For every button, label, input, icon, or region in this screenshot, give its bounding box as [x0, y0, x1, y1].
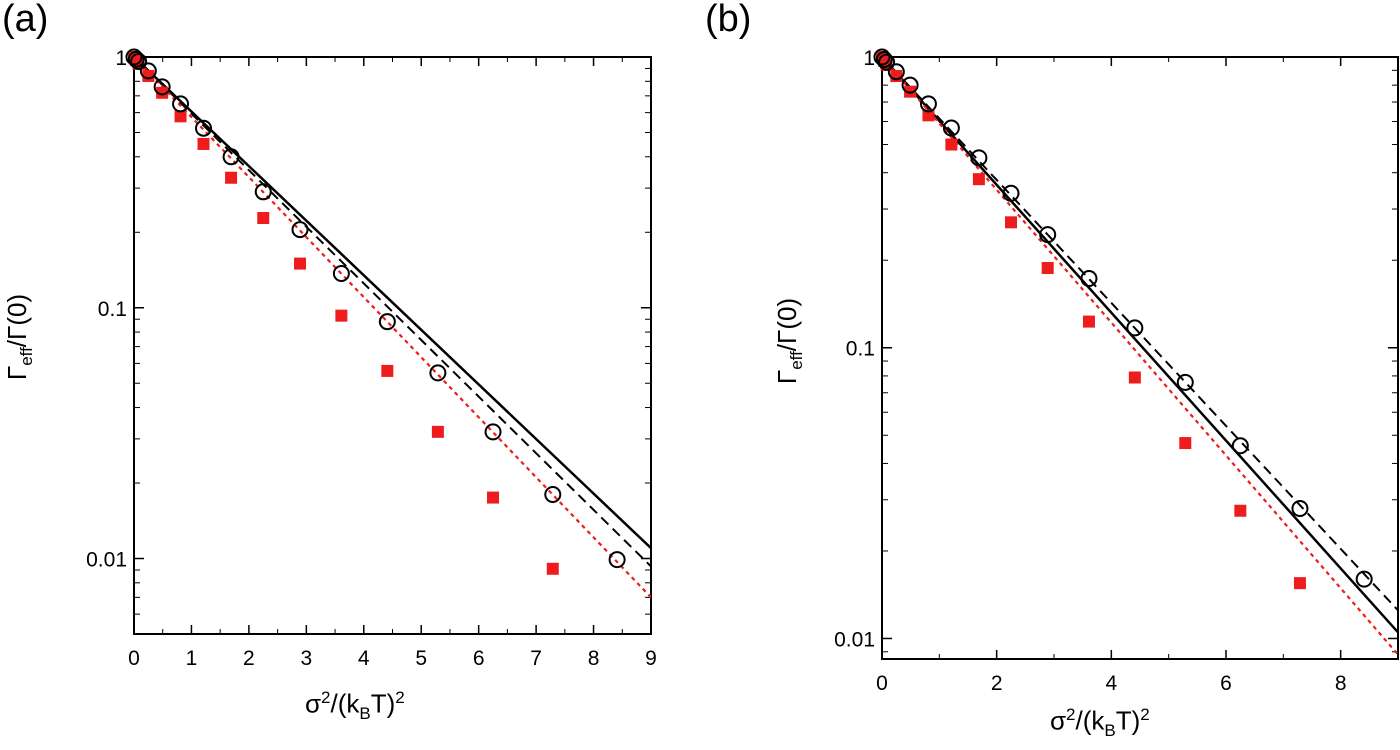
panel-b-x-axis-label: σ2/(kBT)2 [1050, 705, 1150, 740]
panel-b-circle-point [1002, 184, 1020, 202]
panel-a-square-point [335, 309, 348, 322]
panel-b-square-point [904, 85, 917, 98]
panel-b-dashed-line [882, 57, 1398, 611]
panel-b-circle-point [1080, 270, 1098, 288]
panel-b-circle-point [1231, 437, 1249, 455]
panel-b-dotted-line [882, 57, 1398, 656]
panel-a-x-tick-label: 9 [645, 647, 657, 670]
panel-b-square-point [1293, 577, 1306, 590]
panel-a-dashed-line [134, 57, 651, 568]
panel-a-y-tick-label: 1 [115, 47, 127, 70]
panel-b-plot-frame [881, 56, 1399, 660]
panel-b-square-point [1128, 371, 1141, 384]
panel-a-circle-point [130, 52, 148, 70]
panel-b-x-tick-label: 0 [876, 672, 888, 695]
panel-a-x-tick-label: 8 [588, 647, 600, 670]
panel-b-label: (b) [705, 0, 752, 40]
panel-a-circle-point [378, 313, 396, 331]
panel-b-circle-point [873, 48, 891, 66]
panel-a-label: (a) [2, 0, 49, 40]
panel-b-square-point [922, 109, 935, 122]
panel-b-y-tick-label: 0.1 [846, 338, 875, 361]
panel-a-x-axis-label: σ2/(kBT)2 [305, 688, 405, 723]
panel-a-square-point [225, 171, 238, 184]
panel-a-y-tick-label: 0.1 [98, 298, 127, 321]
panel-a-square-point [487, 491, 500, 504]
panel-b-x-tick-label: 6 [1220, 672, 1232, 695]
panel-b-solid-line [882, 57, 1398, 634]
panel-a-x-tick-label: 1 [186, 647, 198, 670]
panel-a-chart: 0 1 2 3 4 5 6 7 8 9 0.01 0.1 1 [86, 47, 657, 670]
panel-a-x-tick-label: 7 [530, 647, 542, 670]
panel-a-square-point [156, 86, 169, 99]
panel-b-square-point [1005, 216, 1017, 229]
panel-a-circle-point [195, 119, 213, 137]
panel-a-y-tick-label: 0.01 [86, 549, 127, 572]
panel-a-square-point [381, 364, 394, 377]
panel-b-y-tick-label: 0.01 [834, 628, 875, 651]
panel-a-square-point [174, 110, 187, 123]
panel-a-x-tick-label: 2 [243, 647, 255, 670]
panel-a-square-point [197, 137, 210, 150]
panel-a-circle-point [544, 486, 562, 504]
panel-a-solid-line [134, 57, 651, 550]
panel-a-circle-point [429, 364, 447, 382]
panel-a-circle-point [332, 264, 350, 282]
panel-a-circle-point [125, 48, 143, 66]
panel-b-circle-point [919, 95, 937, 113]
panel-b-circle-point [1355, 570, 1373, 588]
panel-a-square-point [142, 69, 155, 82]
panel-a-circle-point [172, 95, 190, 113]
panel-a-x-tick-label: 0 [128, 647, 140, 670]
panel-b-circle-point [887, 63, 905, 81]
panel-a-plot-frame [133, 56, 652, 635]
panel-b-circle-point [970, 149, 988, 167]
panel-b-circle-point [875, 51, 893, 69]
panel-a-circle-point [484, 423, 502, 441]
panel-b-circle-point [1291, 499, 1309, 517]
panel-b-chart: 0 2 4 6 8 0.01 0.1 1 [834, 47, 1399, 695]
panel-b-circle-point [1176, 373, 1194, 391]
panel-a-x-tick-label: 3 [300, 647, 312, 670]
panel-b-square-point [1234, 504, 1247, 517]
panel-a-square-point [294, 257, 307, 270]
panel-a-circle-point [127, 50, 145, 68]
panel-b-square-point [1041, 262, 1054, 275]
panel-b-square-point [945, 138, 958, 151]
panel-b-circle-point [1126, 319, 1144, 337]
panel-b-x-tick-label: 8 [1335, 672, 1347, 695]
panel-b-x-tick-label: 4 [1105, 672, 1117, 695]
panel-a-circle-point [139, 62, 157, 80]
panel-b-square-point [972, 173, 985, 186]
panel-b-circle-point [1039, 226, 1057, 244]
panel-a-circle-point [608, 551, 626, 569]
panel-a-square-point [257, 212, 270, 225]
panel-b-circle-point [942, 119, 960, 137]
panel-a-x-tick-label: 4 [358, 647, 370, 670]
panel-b-square-point [1179, 437, 1192, 450]
panel-b-square-point [1082, 315, 1095, 328]
panel-a-circle-point [222, 148, 240, 166]
panel-a-circle-point [153, 78, 171, 96]
panel-b-square-point [890, 70, 903, 83]
panel-a-circle-point [254, 183, 272, 201]
panel-a-square-point [546, 562, 559, 575]
panel-b-x-tick-label: 2 [991, 672, 1003, 695]
panel-a-circle-point [291, 221, 309, 239]
panel-a-square-point [431, 425, 444, 438]
panel-b-circle-point [901, 76, 919, 94]
panel-b-y-tick-label: 1 [863, 47, 875, 70]
panel-b-circle-point [878, 53, 896, 71]
panel-a-x-tick-label: 5 [415, 647, 427, 670]
panel-a-x-tick-label: 6 [473, 647, 485, 670]
